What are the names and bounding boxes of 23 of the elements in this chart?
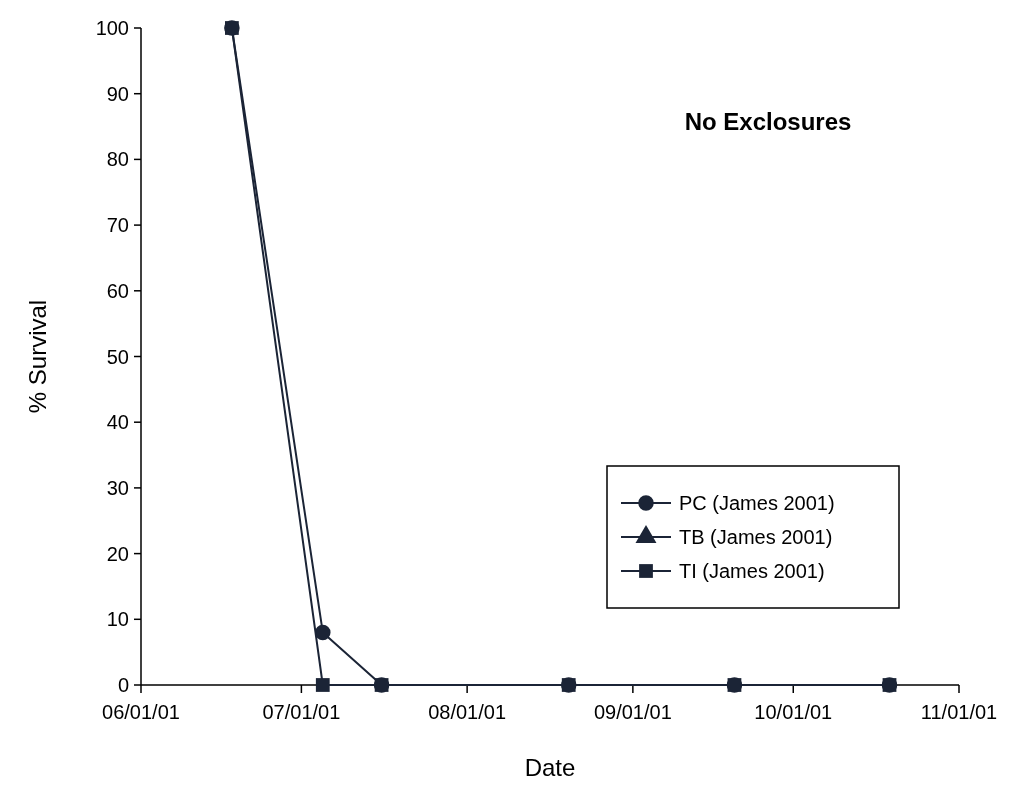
y-tick-label: 20 bbox=[106, 542, 129, 565]
x-tick-label: 07/01/01 bbox=[262, 701, 341, 723]
y-tick-label: 0 bbox=[117, 674, 129, 696]
y-tick-label: 100 bbox=[95, 17, 129, 39]
x-tick-label: 09/01/01 bbox=[593, 701, 672, 723]
y-tick-label: 80 bbox=[106, 148, 129, 171]
y-tick-label: 30 bbox=[106, 476, 129, 499]
legend-label: TB (James 2001) bbox=[679, 526, 833, 548]
y-tick-label: 60 bbox=[106, 279, 129, 302]
x-tick-label: 08/01/01 bbox=[428, 701, 507, 723]
y-tick-label: 40 bbox=[106, 411, 129, 434]
text: No Exclosures bbox=[684, 108, 852, 135]
y-tick-label: 70 bbox=[106, 214, 129, 237]
x-axis-title: Date bbox=[524, 754, 576, 781]
y-tick-label: 90 bbox=[106, 82, 129, 105]
legend-label: TI (James 2001) bbox=[679, 560, 825, 582]
legend-label: PC (James 2001) bbox=[679, 492, 835, 514]
x-tick-label: 11/01/01 bbox=[920, 701, 998, 723]
y-axis-title: % Survival bbox=[24, 299, 51, 414]
y-tick-label: 10 bbox=[106, 608, 129, 631]
x-tick-label: 06/01/01 bbox=[102, 701, 180, 723]
y-tick-label: 50 bbox=[106, 345, 129, 368]
x-tick-label: 10/01/01 bbox=[754, 701, 833, 723]
